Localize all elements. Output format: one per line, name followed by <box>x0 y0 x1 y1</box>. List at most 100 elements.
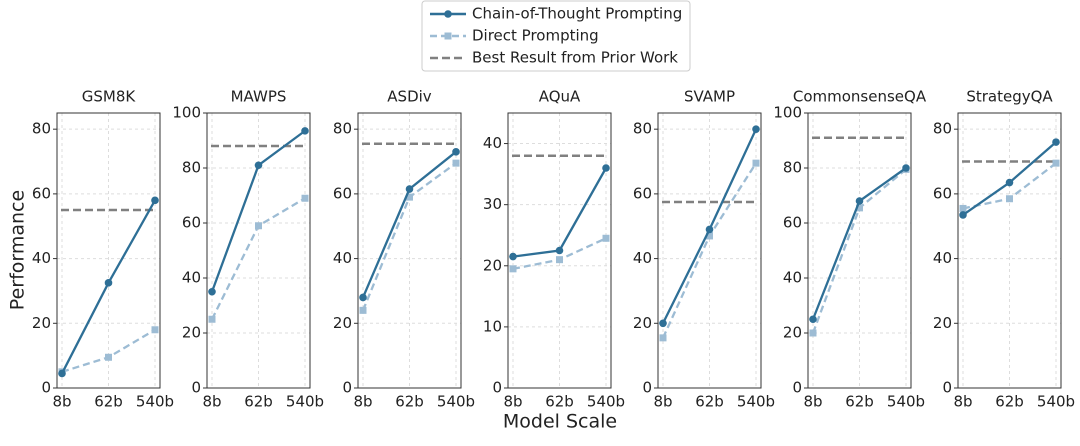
point <box>1005 178 1014 187</box>
point <box>659 319 667 328</box>
y-tick-label: 20 <box>32 314 51 332</box>
x-tick-label: 8b <box>202 393 221 411</box>
subplot-title: ASDiv <box>387 88 432 106</box>
x-axis-label: Model Scale <box>503 411 617 433</box>
x-tick-label: 62b <box>695 393 724 411</box>
point <box>959 204 967 212</box>
point <box>452 148 460 156</box>
y-tick-label: 60 <box>182 214 201 232</box>
x-tick-label: 8b <box>953 393 972 411</box>
y-tick-label: 0 <box>492 379 502 397</box>
point <box>151 326 159 334</box>
point <box>254 161 263 170</box>
x-tick-label: 62b <box>845 393 874 411</box>
y-tick-label: 80 <box>182 159 201 177</box>
legend-marker <box>444 32 452 40</box>
y-tick-label: 80 <box>783 159 802 177</box>
legend-label: Direct Prompting <box>472 27 599 45</box>
y-tick-label: 40 <box>32 249 51 267</box>
point <box>405 185 414 193</box>
plot-frame <box>807 112 912 389</box>
point <box>104 279 113 287</box>
y-tick-label: 30 <box>483 195 502 213</box>
plot-frame <box>657 112 762 389</box>
plot-frame <box>206 112 311 389</box>
y-tick-label: 40 <box>182 269 201 287</box>
point <box>555 246 564 255</box>
y-tick-label: 60 <box>633 184 652 202</box>
point <box>659 334 667 342</box>
y-tick-label: 40 <box>633 249 652 267</box>
point <box>959 211 967 219</box>
x-tick-label: 8b <box>803 393 822 411</box>
point <box>856 204 863 212</box>
x-tick-label: 62b <box>94 393 123 411</box>
point <box>752 125 760 133</box>
point <box>809 315 817 324</box>
y-tick-label: 0 <box>792 379 802 397</box>
point <box>602 234 610 242</box>
y-tick-label: 40 <box>333 249 352 267</box>
subplot-title: StrategyQA <box>966 88 1053 106</box>
point <box>208 315 216 323</box>
y-tick-label: 20 <box>182 324 201 342</box>
y-axis-label: Performance <box>7 190 29 310</box>
x-tick-label: 8b <box>503 393 522 411</box>
point <box>151 196 159 205</box>
point <box>752 159 760 167</box>
legend-marker <box>444 10 452 18</box>
y-tick-label: 20 <box>333 314 352 332</box>
legend-label: Best Result from Prior Work <box>472 49 678 67</box>
legend-label: Chain-of-Thought Prompting <box>472 5 682 23</box>
plot-frame <box>957 112 1062 389</box>
point <box>58 369 66 378</box>
point <box>255 222 262 230</box>
point <box>105 353 112 361</box>
point <box>359 306 367 314</box>
x-tick-label: 62b <box>545 393 574 411</box>
plot-frame <box>56 112 161 389</box>
y-tick-label: 60 <box>783 214 802 232</box>
point <box>809 329 817 337</box>
point <box>301 127 309 135</box>
y-tick-label: 0 <box>41 379 51 397</box>
x-tick-label: 540b <box>587 393 625 411</box>
point <box>1052 138 1060 146</box>
y-tick-label: 100 <box>773 104 802 122</box>
point <box>706 232 713 240</box>
point <box>855 197 864 205</box>
point <box>556 256 563 264</box>
x-tick-label: 540b <box>737 393 775 411</box>
x-tick-label: 540b <box>887 393 925 411</box>
x-tick-label: 8b <box>353 393 372 411</box>
y-tick-label: 80 <box>633 120 652 138</box>
point <box>301 194 309 202</box>
point <box>1006 195 1013 203</box>
point <box>452 159 460 167</box>
point <box>359 293 367 302</box>
y-tick-label: 60 <box>333 184 352 202</box>
y-tick-label: 20 <box>933 314 952 332</box>
x-tick-label: 62b <box>395 393 424 411</box>
y-tick-label: 20 <box>783 324 802 342</box>
y-tick-label: 0 <box>342 379 352 397</box>
point <box>406 193 413 201</box>
y-tick-label: 0 <box>191 379 201 397</box>
y-tick-label: 100 <box>172 104 201 122</box>
y-tick-label: 40 <box>933 249 952 267</box>
subplot-title: AQuA <box>539 88 581 106</box>
x-tick-label: 540b <box>1037 393 1075 411</box>
y-tick-label: 80 <box>933 120 952 138</box>
point <box>1052 159 1060 167</box>
y-tick-label: 80 <box>333 120 352 138</box>
x-tick-label: 540b <box>437 393 475 411</box>
subplot-title: GSM8K <box>82 88 137 106</box>
y-tick-label: 40 <box>783 269 802 287</box>
point <box>208 287 216 296</box>
y-tick-label: 80 <box>32 120 51 138</box>
plot-frame <box>357 112 462 389</box>
point <box>509 265 517 273</box>
legend-box <box>421 0 691 72</box>
y-tick-label: 0 <box>642 379 652 397</box>
subplot-title: MAWPS <box>231 88 287 106</box>
